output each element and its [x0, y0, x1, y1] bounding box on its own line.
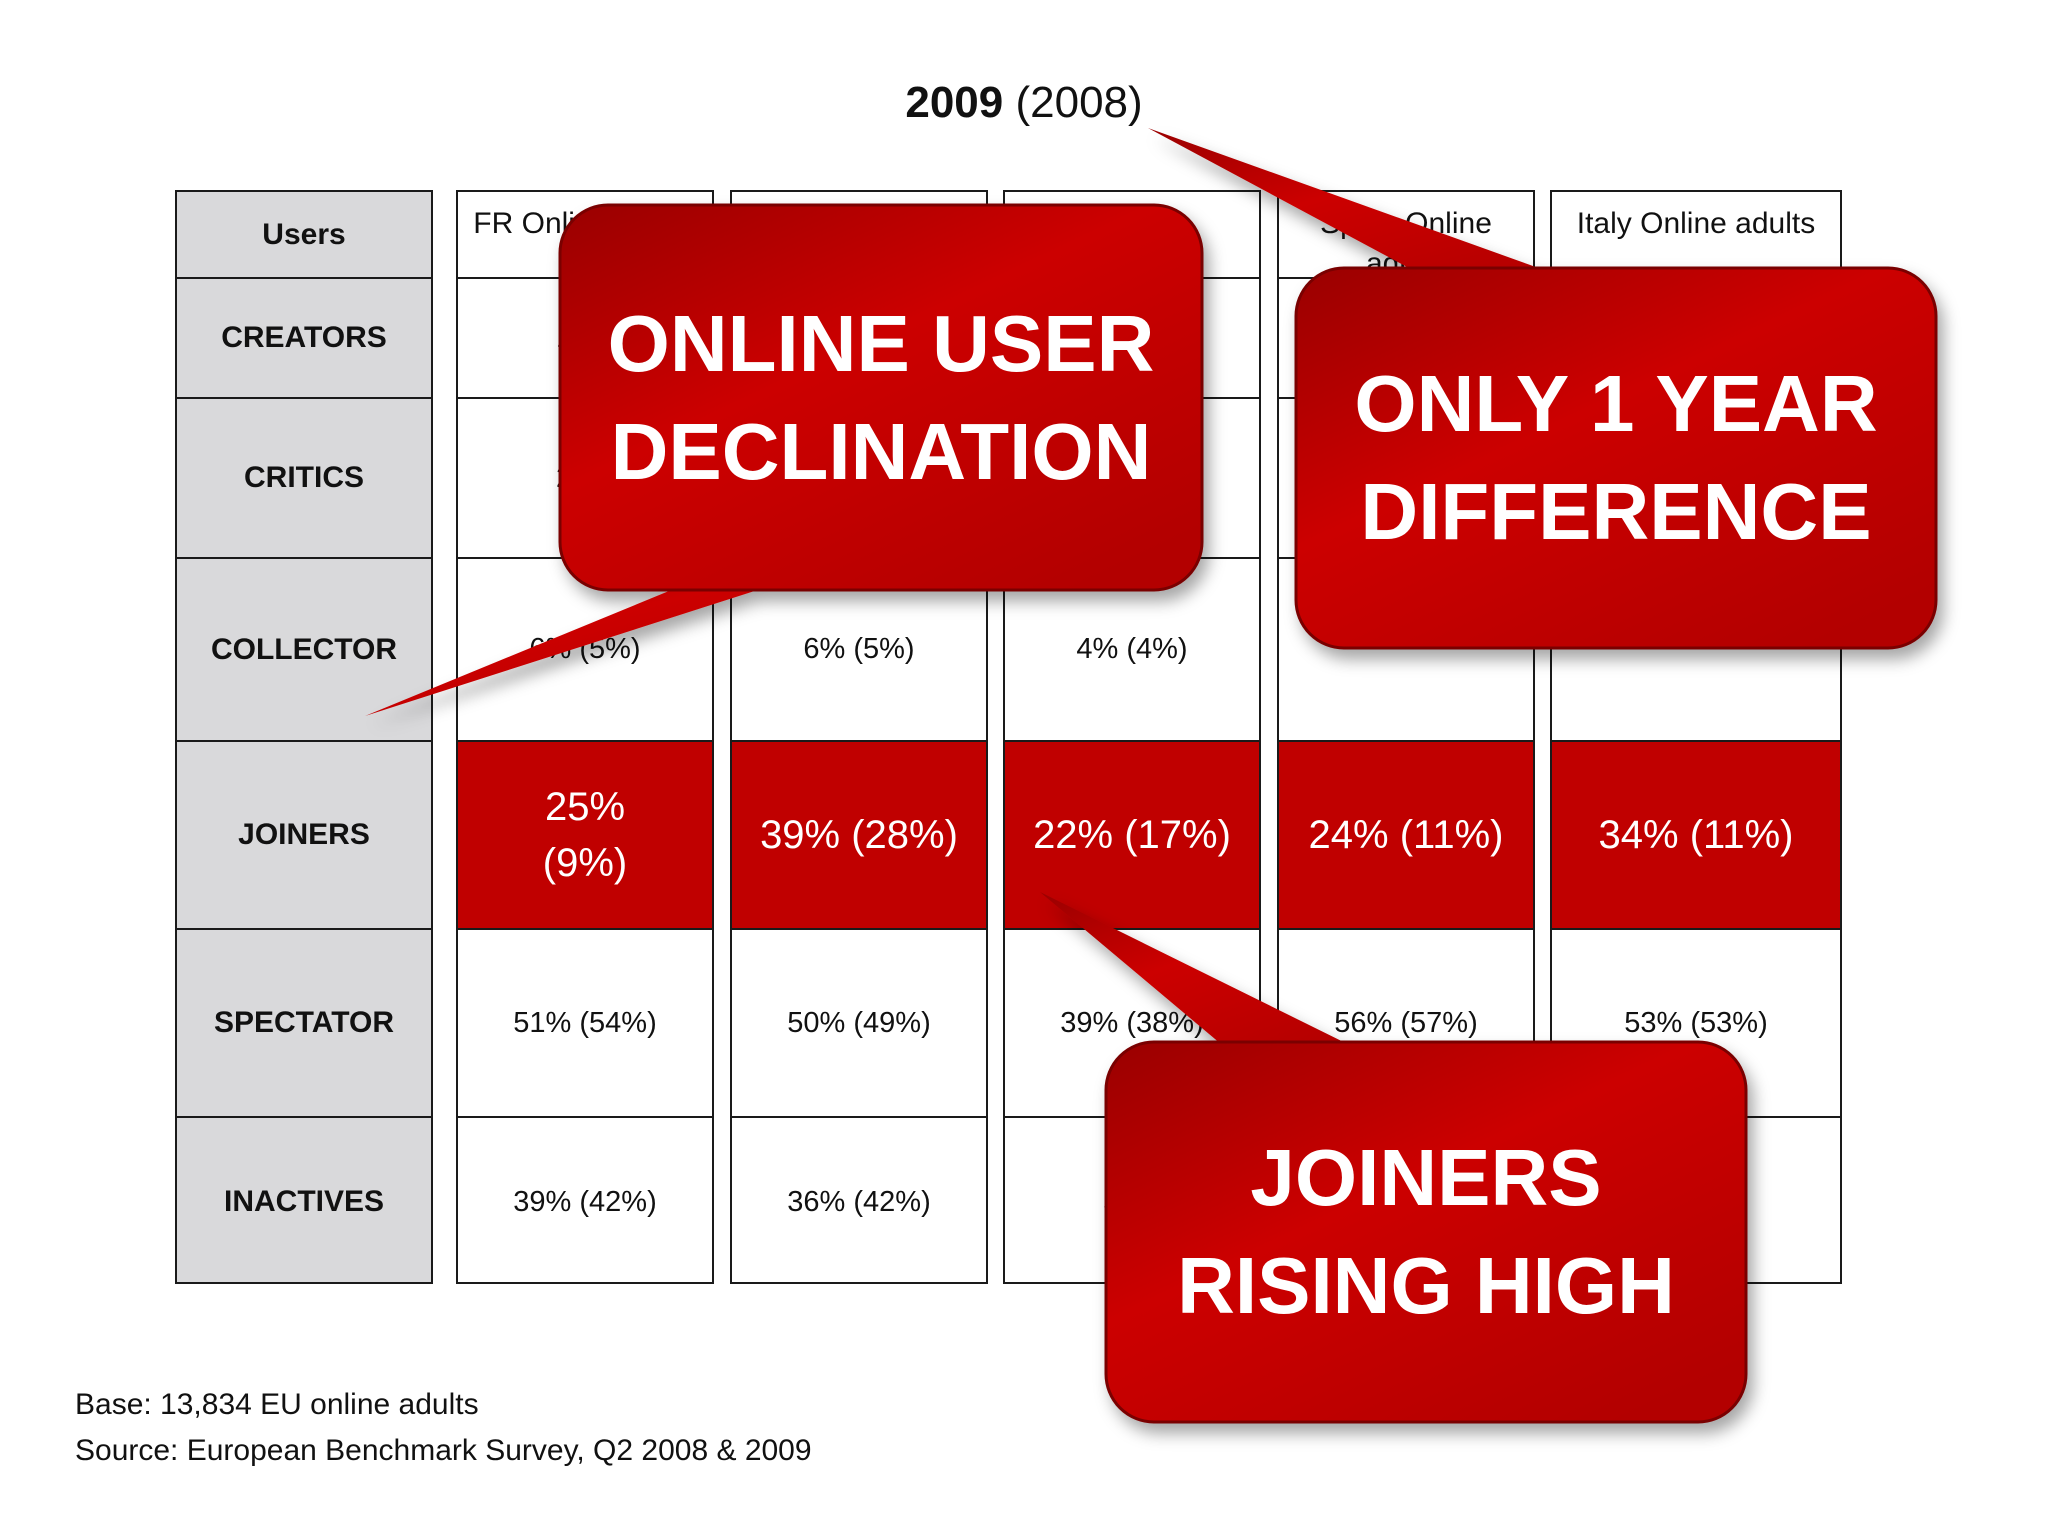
value-cell: 22% (17%) [1005, 740, 1259, 928]
callout-joiners-line1: JOINERS [1250, 1133, 1602, 1222]
slide-title: 2009 (2008) [0, 78, 2048, 128]
callout-joiners-line2: RISING HIGH [1177, 1241, 1675, 1330]
value-cell: 56% (57%) [1279, 928, 1533, 1116]
callout-one-year-pointer [1148, 128, 1600, 290]
callout-online-user-line1: ONLINE USER [607, 298, 1155, 388]
title-year: 2009 [905, 78, 1004, 127]
row-label-cell: INACTIVES [177, 1116, 431, 1286]
value-cell: 39% (38%) [1005, 928, 1259, 1116]
callout-online-user [365, 203, 1204, 716]
title-previous-year: (2008) [1015, 78, 1143, 127]
callout-one-year [1148, 128, 1938, 650]
row-label-cell: CREATORS [177, 277, 431, 397]
callout-online-user-line2: DECLINATION [610, 406, 1152, 496]
column-header-cell: Italy Online adults [1576, 207, 1816, 240]
callout-online-user-pointer [365, 570, 820, 716]
value-cell: 25% (9%) [458, 740, 712, 928]
row-label-cell: JOINERS [177, 740, 431, 928]
callout-joiners-text: JOINERS RISING HIGH [1106, 1042, 1746, 1422]
row-label-cell: SPECTATOR [177, 928, 431, 1116]
callout-one-year-box [1294, 266, 1938, 650]
value-cell: 53% (53%) [1552, 928, 1840, 1116]
callout-online-user-box [558, 203, 1204, 592]
callout-joiners [1040, 892, 1748, 1424]
callout-one-year-line1: ONLY 1 YEAR [1354, 359, 1878, 448]
callout-one-year-text: ONLY 1 YEAR DIFFERENCE [1296, 268, 1936, 648]
callout-online-user-text: ONLINE USER DECLINATION [560, 205, 1202, 590]
value-cell: 50% (49%) [732, 928, 986, 1116]
value-cell: 34% (11%) [1552, 740, 1840, 928]
callout-one-year-line2: DIFFERENCE [1360, 467, 1872, 556]
value-cell: 36% (42%) [732, 1116, 986, 1286]
users-column: Users CREATORS CRITICS COLLECTOR JOINERS SPEC… [175, 190, 433, 1284]
value-cell: 51% (54%) [458, 928, 712, 1116]
footnote-base: Base: 13,834 EU online adults [75, 1388, 479, 1421]
callout-joiners-pointer [1040, 892, 1380, 1060]
row-header-cell: Users [262, 217, 346, 251]
row-label-cell: CRITICS [177, 397, 431, 557]
value-cell: 24% (11%) [1279, 740, 1533, 928]
callout-joiners-box [1104, 1040, 1748, 1424]
value-cell: 39% (42%) [458, 1116, 712, 1286]
row-label-cell: COLLECTOR [177, 557, 431, 740]
value-cell: 39% (28%) [732, 740, 986, 928]
footnote: Base: 13,834 EU online adults Source: Eu… [75, 1382, 812, 1474]
footnote-source: Source: European Benchmark Survey, Q2 20… [75, 1434, 812, 1467]
